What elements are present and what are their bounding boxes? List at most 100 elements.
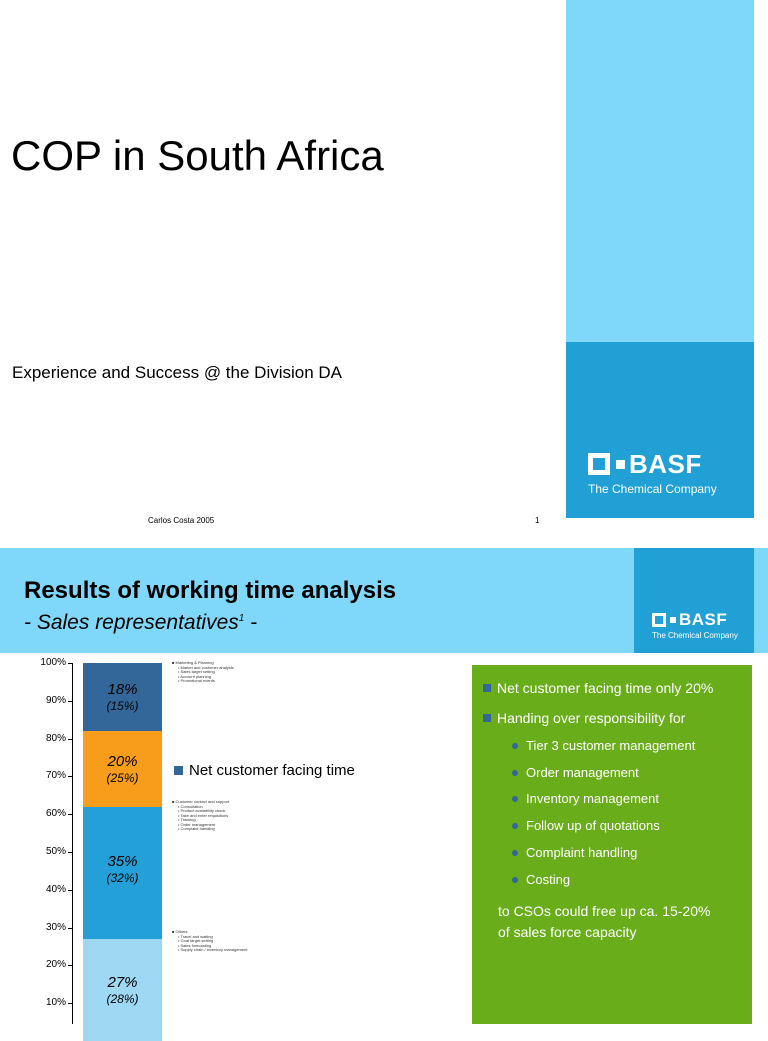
logo-square-icon [652,613,666,627]
logo-name: BASF [679,610,728,629]
dot-bullet-icon [512,795,518,802]
y-tick-label: 40% [45,883,66,895]
logo-dot-icon [670,617,676,623]
bar-segment: 35% (32%) [83,806,162,939]
logo-dot-icon [616,459,625,469]
bar-segment: 18% (15%) [83,663,162,732]
y-tick-label: 30% [45,921,66,933]
segment-value-label: 20% [107,752,138,770]
y-tick-mark [68,1003,73,1005]
dot-bullet-icon [512,822,518,829]
y-tick-mark [68,663,73,664]
segment-prior-label: (15%) [106,699,139,714]
list-item: • Market and customer analysis [178,664,234,670]
y-tick-label: 50% [45,846,66,857]
slide-subtitle: - Sales representatives1 - [24,606,257,636]
author-footer: Carlos Costa 2005 [148,516,215,525]
list-item: • Tracking [178,817,196,822]
sub-bullet-text: Inventory management [526,791,659,806]
sub-bullet-text: Complaint handling [526,845,638,860]
list-heading: ■ Customer contact and support [172,799,230,804]
y-tick-mark [68,700,73,702]
sub-bullet-item: Order management [512,765,639,780]
logo-panel [566,342,754,518]
sub-bullet-item: Complaint handling [512,845,637,860]
y-tick-label: 10% [45,997,66,1009]
dot-bullet-icon [512,876,518,883]
bullet-item: Handing over responsibility for [483,710,685,726]
logo-tagline: The Chemical Company [588,482,717,496]
bullet-text: Net customer facing time only 20% [497,680,714,696]
page-number: 1 [535,516,540,525]
list-item: • Take and enter requisitions [178,812,229,818]
segment-prior-label: (25%) [106,770,139,785]
conclusion-line: of sales force capacity [498,924,637,940]
sub-bullet-item: Inventory management [512,791,659,806]
sub-bullet-text: Follow up of quotations [526,818,660,833]
basf-logo: BASF The Chemical Company [652,611,738,640]
segment-prior-label: (32%) [106,870,139,885]
list-item: • Sales forecasting [178,942,212,948]
legend-swatch [174,766,183,775]
list-item: • Account planning [178,673,211,679]
chart-legend: Net customer facing time [174,762,355,779]
sub-bullet-item: Follow up of quotations [512,818,660,833]
accent-band [566,0,754,342]
list-item: • Complaint handling [178,826,215,831]
subtitle-suffix: - [244,611,258,634]
title-slide: COP in South Africa Experience and Succe… [11,0,754,525]
y-tick-mark [68,852,73,853]
list-item: • Promotional events [178,678,215,683]
dot-bullet-icon [512,769,518,776]
logo-square-icon [588,453,610,475]
activity-list-middle: ■ Customer contact and support • Consulta… [172,799,230,832]
conclusion-text: to CSOs could free up ca. 15-20% of sale… [498,901,710,943]
activity-list-bottom: ■ Others • Travel and waiting • Goal targe… [172,929,248,953]
bar-segment: 20% (25%) [83,731,162,807]
y-tick-label: 70% [45,770,66,782]
sub-bullet-item: Tier 3 customer management [512,738,695,753]
logo-name: BASF [629,449,702,479]
slide-title: Results of working time analysis [24,577,397,604]
logo-tagline: The Chemical Company [652,631,738,640]
y-tick-label: 80% [45,732,66,744]
segment-value-label: 35% [107,852,138,870]
bullet-item: Net customer facing time only 20% [483,680,713,696]
list-heading: ■ Marketing & Planning [172,660,214,665]
list-item: • Goal target setting [178,938,214,943]
sub-bullet-text: Costing [526,872,571,887]
square-bullet-icon [483,714,491,722]
y-tick-mark [68,927,73,929]
y-tick-mark [68,814,73,816]
list-item: • Supply chain / inventory management [178,947,248,952]
slide-subtitle: Experience and Success @ the Division DA [12,363,343,382]
y-tick-mark [68,738,73,740]
basf-logo: BASF The Chemical Company [588,450,717,496]
segment-value-label: 27% [107,973,138,991]
list-item: • Consultation [178,803,203,809]
square-bullet-icon [483,684,491,692]
y-tick-label: 100% [40,657,66,668]
dot-bullet-icon [512,742,518,749]
y-tick-mark [68,776,73,778]
subtitle-text: - Sales representatives [24,611,239,634]
sub-bullet-item: Costing [512,872,570,887]
activity-list-top: ■ Marketing & Planning • Market and custo… [172,660,234,684]
list-item: • Order management [178,821,216,827]
list-heading: ■ Others [172,929,188,934]
y-tick-mark [68,965,73,967]
list-item: • Travel and waiting [178,933,213,939]
segment-prior-label: (28%) [106,991,139,1006]
list-item: • Sales target setting [178,669,215,674]
segment-value-label: 18% [107,681,138,699]
logo-panel [634,548,754,653]
footnote-marker: 1 [238,613,245,624]
bar-segment: 27% (28%) [83,938,162,1041]
bullet-text: Handing over responsibility for [497,710,686,726]
conclusion-line: to CSOs could free up ca. 15-20% [498,903,711,919]
y-tick-label: 90% [45,694,66,706]
y-axis-line [72,663,73,1024]
sub-bullet-text: Tier 3 customer management [526,738,696,753]
slide-title: COP in South Africa [11,132,384,179]
sub-bullet-text: Order management [526,765,639,780]
